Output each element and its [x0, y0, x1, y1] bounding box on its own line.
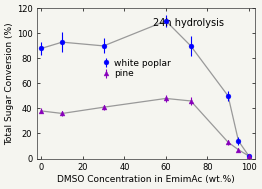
- X-axis label: DMSO Concentration in EmimAc (wt.%): DMSO Concentration in EmimAc (wt.%): [57, 175, 235, 184]
- Y-axis label: Total Sugar Conversion (%): Total Sugar Conversion (%): [5, 22, 14, 145]
- Text: 24h hydrolysis: 24h hydrolysis: [153, 18, 224, 28]
- Legend: white poplar, pine: white poplar, pine: [101, 59, 171, 78]
